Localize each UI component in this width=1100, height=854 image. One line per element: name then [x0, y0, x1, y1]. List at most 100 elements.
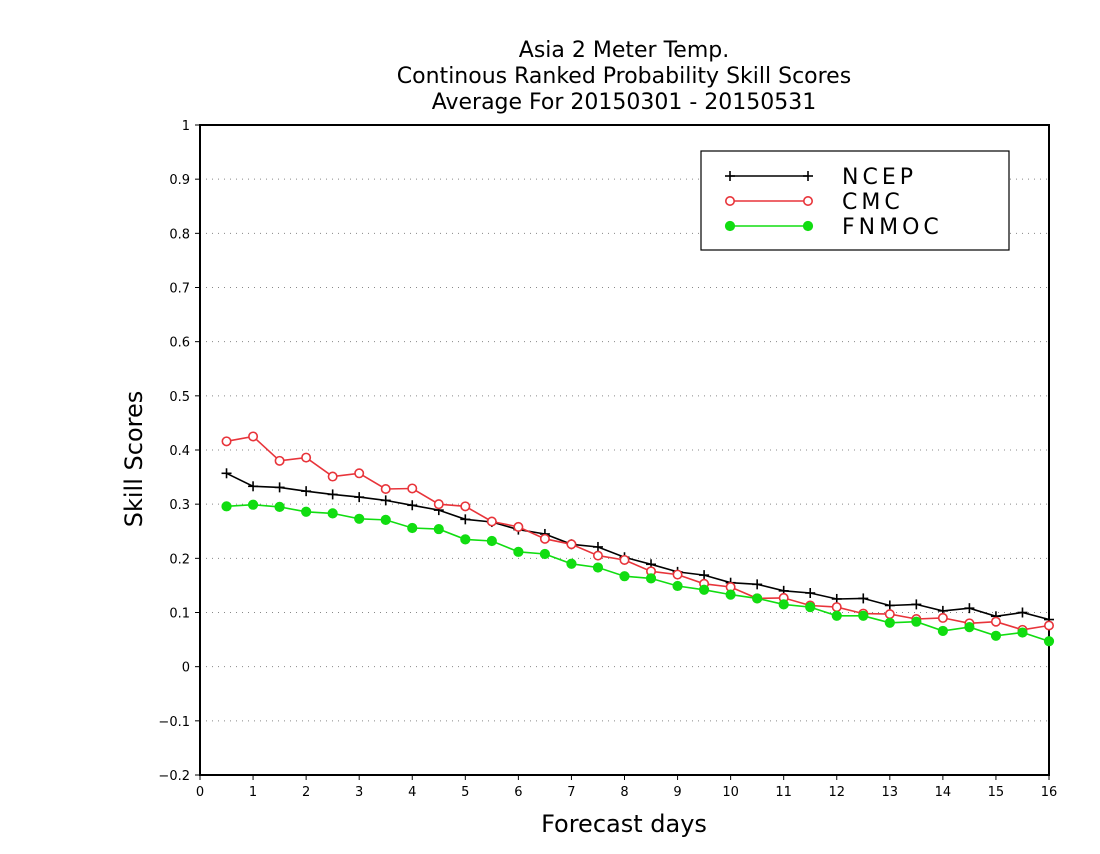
chart-title: Asia 2 Meter Temp.Continous Ranked Proba…: [397, 38, 851, 115]
data-point: [301, 506, 312, 517]
legend-marker: [803, 171, 813, 181]
data-point: [301, 452, 312, 463]
x-tick-label: 12: [828, 785, 845, 800]
legend-marker: [802, 220, 814, 232]
x-tick-label: 6: [514, 785, 522, 800]
title-line: Average For 20150301 - 20150531: [432, 90, 817, 115]
y-tick-label: 0.7: [169, 282, 190, 297]
x-tick-label: 2: [302, 785, 310, 800]
y-tick-label: 0.8: [169, 227, 190, 242]
data-point: [752, 593, 763, 604]
legend-label: NCEP: [842, 165, 917, 190]
legend-marker: [802, 196, 813, 207]
series-ncep: [221, 468, 1054, 625]
legend-marker: [725, 171, 735, 181]
data-point: [301, 486, 312, 497]
data-point: [884, 617, 895, 628]
x-tick-label: 1: [249, 785, 257, 800]
data-point: [698, 584, 710, 595]
data-point: [539, 548, 551, 560]
data-point: [592, 541, 603, 552]
y-axis-label: Skill Scores: [120, 391, 148, 528]
data-point: [1017, 627, 1028, 638]
series-line: [226, 435, 1050, 631]
y-tick-label: 0.4: [169, 444, 190, 459]
y-tick-label: −0.1: [158, 715, 190, 730]
data-point: [805, 588, 816, 598]
data-point: [884, 600, 895, 611]
title-line: Continous Ranked Probability Skill Score…: [397, 64, 851, 89]
x-tick-label: 5: [461, 785, 469, 800]
data-point: [513, 546, 524, 557]
data-point: [805, 601, 816, 613]
data-point: [884, 609, 895, 620]
legend-marker: [724, 220, 736, 232]
data-point: [460, 501, 471, 512]
data-point: [486, 535, 497, 547]
y-tick-label: 1: [182, 119, 190, 134]
data-point: [327, 489, 338, 500]
data-point: [221, 501, 232, 512]
legend-label: FNMOC: [842, 215, 943, 240]
y-tick-label: 0.9: [169, 173, 190, 188]
data-point: [672, 580, 683, 592]
legend-marker: [724, 196, 735, 207]
gridlines: [200, 178, 1049, 722]
y-tick-label: 0.6: [169, 336, 190, 351]
x-tick-label: 16: [1041, 785, 1058, 800]
data-point: [460, 514, 471, 525]
data-point: [539, 533, 550, 544]
x-tick-label: 13: [882, 785, 899, 800]
x-tick-label: 7: [567, 785, 575, 800]
data-point: [566, 539, 577, 550]
x-tick-label: 0: [196, 785, 204, 800]
data-point: [645, 573, 657, 584]
data-point: [274, 482, 285, 493]
data-point: [354, 468, 365, 479]
data-point: [380, 514, 391, 525]
data-point: [354, 513, 365, 524]
data-point: [592, 562, 604, 573]
data-point: [433, 499, 444, 510]
data-point: [513, 521, 524, 532]
data-point: [911, 599, 922, 610]
data-point: [937, 612, 948, 623]
data-point: [964, 622, 975, 633]
data-point: [566, 558, 577, 569]
data-point: [725, 589, 736, 600]
data-point: [433, 523, 444, 535]
axes: −0.2−0.100.10.20.30.40.50.60.70.80.910 1 2…: [158, 119, 1057, 800]
data-point: [460, 534, 471, 545]
data-point: [274, 501, 285, 512]
data-point: [354, 492, 365, 503]
data-point: [672, 569, 683, 580]
y-tick-label: 0.2: [169, 552, 190, 567]
data-point: [990, 630, 1002, 641]
y-tick-label: −0.2: [158, 769, 190, 784]
data-point: [248, 481, 259, 492]
data-point: [327, 471, 338, 482]
data-point: [831, 602, 842, 613]
data-point: [752, 579, 763, 590]
data-point: [619, 554, 630, 565]
y-tick-label: 0: [182, 661, 190, 676]
data-point: [380, 495, 391, 506]
series-line: [226, 503, 1050, 642]
data-point: [699, 570, 710, 581]
y-tick-label: 0.1: [169, 607, 190, 622]
x-tick-label: 4: [408, 785, 416, 800]
data-point: [274, 455, 285, 466]
data-point: [407, 500, 418, 511]
data-point: [592, 550, 603, 561]
data-point: [221, 468, 232, 479]
x-axis-label: Forecast days: [541, 810, 707, 838]
x-tick-label: 14: [935, 785, 952, 800]
data-point: [619, 571, 630, 582]
data-point: [858, 610, 869, 621]
series-layer: [221, 431, 1055, 647]
data-point: [911, 616, 922, 627]
data-point: [486, 516, 497, 527]
data-point: [327, 508, 338, 519]
data-point: [248, 431, 259, 442]
